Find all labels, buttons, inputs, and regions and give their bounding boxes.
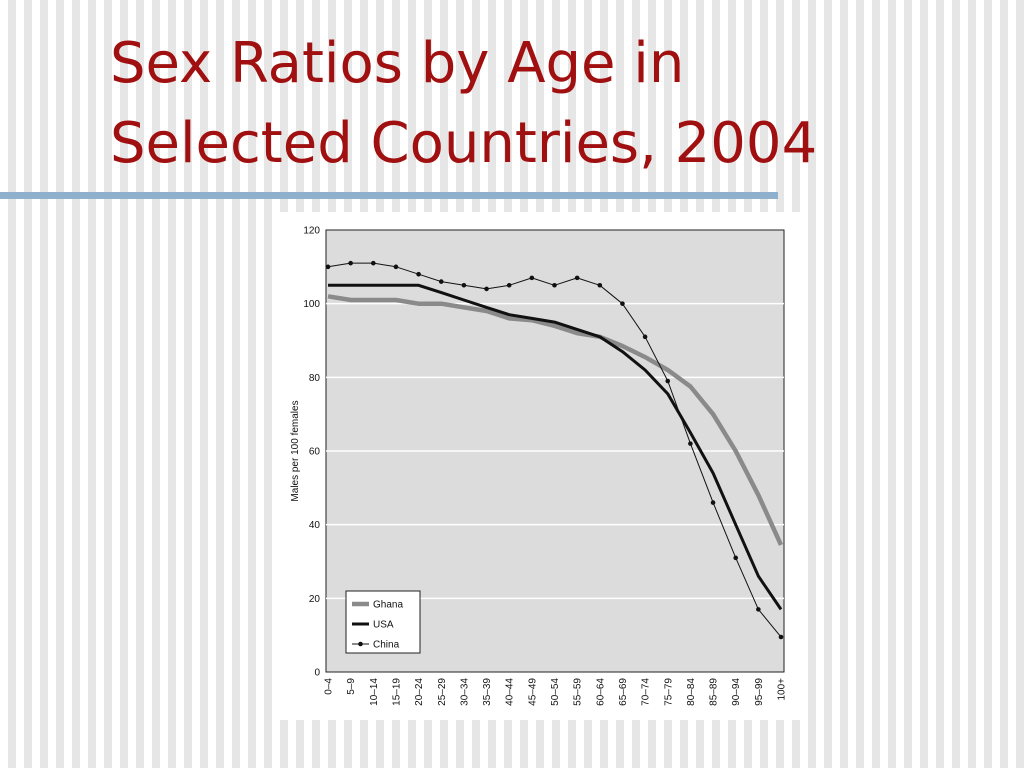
data-point — [574, 275, 580, 281]
data-point — [438, 279, 444, 284]
x-tick-label: 65–69 — [618, 678, 629, 706]
x-tick-label: 25–29 — [437, 678, 448, 706]
data-point — [325, 264, 331, 270]
data-point — [778, 634, 784, 640]
data-point — [733, 555, 738, 561]
x-tick-label: 100+ — [777, 678, 788, 701]
data-point — [756, 607, 761, 612]
slide-title: Sex Ratios by Age in Selected Countries,… — [110, 24, 1010, 184]
data-point — [506, 282, 512, 288]
x-tick-label: 35–39 — [482, 678, 493, 706]
y-axis-title: Males per 100 females — [290, 400, 301, 501]
x-tick-label: 55–59 — [573, 678, 584, 706]
y-tick-label: 20 — [309, 594, 321, 605]
data-point — [710, 500, 716, 505]
x-tick-label: 75–79 — [663, 678, 674, 706]
title-line-2: Selected Countries, 2004 — [110, 111, 818, 176]
data-point — [597, 282, 603, 288]
data-point — [665, 378, 671, 384]
data-point — [416, 271, 421, 277]
legend-item: Ghana — [352, 600, 403, 611]
legend-box — [345, 590, 421, 654]
series-line-ghana — [327, 294, 784, 546]
y-tick-label: 80 — [309, 373, 321, 384]
series-line-usa — [328, 283, 783, 611]
legend-label: China — [373, 640, 400, 651]
x-tick-label: 95–99 — [754, 678, 765, 706]
legend-label: Ghana — [373, 600, 403, 611]
x-tick-label: 70–74 — [641, 678, 652, 706]
data-point — [688, 441, 693, 446]
legend: Ghana USA China — [345, 590, 421, 654]
x-tick-label: 85–89 — [709, 678, 720, 706]
title-divider — [0, 192, 778, 199]
x-tick-label: 90–94 — [731, 678, 742, 706]
y-tick-label: 100 — [303, 299, 320, 310]
y-tick-label: 120 — [303, 226, 320, 237]
x-tick-label: 20–24 — [414, 678, 425, 706]
data-point — [393, 264, 399, 270]
series-ghana — [327, 294, 784, 546]
legend-label: USA — [373, 620, 394, 631]
y-tick-label: 40 — [309, 520, 321, 531]
x-tick-label: 50–54 — [550, 678, 561, 706]
x-tick-label: 45–49 — [527, 678, 538, 706]
x-tick-label: 5–9 — [346, 678, 357, 695]
data-point — [552, 282, 557, 288]
data-point — [620, 301, 625, 306]
data-point — [642, 334, 648, 340]
chart-frame: 0 20 40 60 80 100 120 0–4 5–9 10–14 15–19 20–24 25–… — [272, 212, 800, 720]
data-point — [348, 260, 353, 266]
legend-item: USA — [352, 620, 394, 631]
x-tick-label: 0–4 — [324, 678, 335, 695]
sex-ratio-chart: 0 20 40 60 80 100 120 0–4 5–9 10–14 15–19 20–24 25–… — [290, 226, 788, 706]
x-tick-label: 80–84 — [686, 678, 697, 706]
legend-marker — [358, 641, 363, 647]
data-point — [371, 260, 376, 266]
x-tick-label: 60–64 — [595, 678, 606, 706]
x-tick-label: 30–34 — [459, 678, 470, 706]
data-point — [484, 286, 489, 292]
x-tick-label: 15–19 — [391, 678, 402, 706]
y-tick-label: 60 — [309, 447, 321, 458]
y-tick-label: 0 — [314, 668, 320, 679]
x-tick-label: 40–44 — [505, 678, 516, 706]
data-point — [529, 275, 535, 281]
title-line-1: Sex Ratios by Age in — [110, 31, 685, 96]
legend-item: China — [352, 640, 400, 651]
series-usa — [328, 283, 783, 611]
x-tick-label: 10–14 — [369, 678, 380, 706]
data-point — [461, 282, 467, 288]
series-china — [325, 260, 784, 640]
